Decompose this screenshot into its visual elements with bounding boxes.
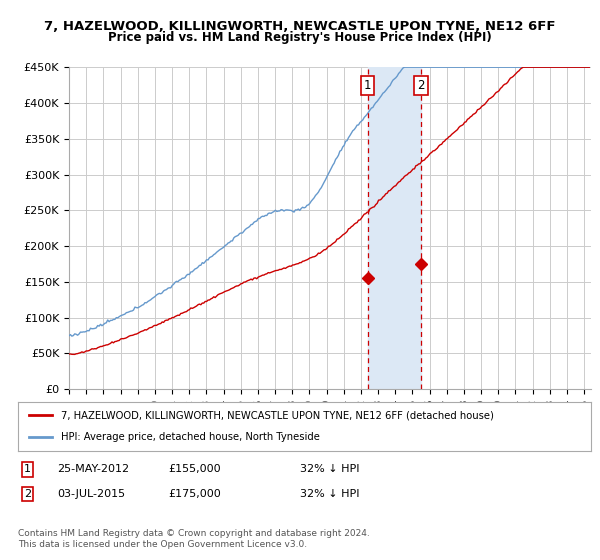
- Text: 32% ↓ HPI: 32% ↓ HPI: [300, 464, 359, 474]
- Text: Contains HM Land Registry data © Crown copyright and database right 2024.
This d: Contains HM Land Registry data © Crown c…: [18, 529, 370, 549]
- Text: 7, HAZELWOOD, KILLINGWORTH, NEWCASTLE UPON TYNE, NE12 6FF: 7, HAZELWOOD, KILLINGWORTH, NEWCASTLE UP…: [44, 20, 556, 32]
- Text: 2: 2: [24, 489, 31, 499]
- Text: 1: 1: [24, 464, 31, 474]
- Text: Price paid vs. HM Land Registry's House Price Index (HPI): Price paid vs. HM Land Registry's House …: [108, 31, 492, 44]
- Text: 25-MAY-2012: 25-MAY-2012: [57, 464, 129, 474]
- Text: 1: 1: [364, 78, 371, 92]
- Text: 7, HAZELWOOD, KILLINGWORTH, NEWCASTLE UPON TYNE, NE12 6FF (detached house): 7, HAZELWOOD, KILLINGWORTH, NEWCASTLE UP…: [61, 410, 494, 421]
- Text: £155,000: £155,000: [168, 464, 221, 474]
- Text: HPI: Average price, detached house, North Tyneside: HPI: Average price, detached house, Nort…: [61, 432, 320, 442]
- Text: 2: 2: [417, 78, 425, 92]
- Text: 32% ↓ HPI: 32% ↓ HPI: [300, 489, 359, 499]
- Text: 03-JUL-2015: 03-JUL-2015: [57, 489, 125, 499]
- Bar: [368, 67, 421, 389]
- Text: £175,000: £175,000: [168, 489, 221, 499]
